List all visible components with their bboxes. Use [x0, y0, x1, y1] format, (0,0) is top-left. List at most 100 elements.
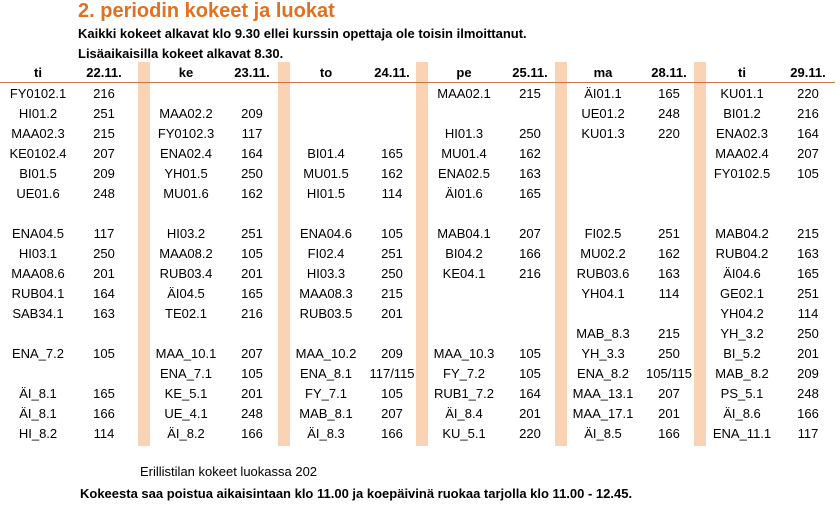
course-code: GE02.1 [719, 286, 765, 301]
room-number: 251 [241, 226, 263, 241]
room-number: 250 [93, 246, 115, 261]
course-code: MAA02.1 [437, 86, 491, 101]
room-number: 162 [658, 246, 680, 261]
room-number: 207 [797, 146, 819, 161]
course-code: MAA_10.1 [155, 346, 217, 361]
room-number: 201 [241, 266, 263, 281]
course-code: ÄI04.5 [167, 286, 205, 301]
page-title: 2. periodin kokeet ja luokat [78, 0, 335, 22]
room-number: 165 [658, 86, 680, 101]
course-code: YH04.2 [720, 306, 764, 321]
course-code: RUB04.1 [11, 286, 65, 301]
room-number: 166 [93, 406, 115, 421]
course-code: MAA_10.2 [295, 346, 357, 361]
room-number: 165 [93, 386, 115, 401]
header-divider [0, 82, 835, 83]
course-code: BI01.2 [723, 106, 761, 121]
room-number: 215 [381, 286, 403, 301]
room-number: 166 [241, 426, 263, 441]
course-code: ÄI_8.3 [307, 426, 345, 441]
course-code: HI03.1 [18, 246, 58, 261]
room-number: 165 [797, 266, 819, 281]
course-code: KU01.3 [581, 126, 625, 141]
room-number: 164 [519, 386, 541, 401]
course-code: SAB34.1 [12, 306, 64, 321]
day-header: to [319, 65, 333, 80]
course-code: ÄI_8.6 [723, 406, 761, 421]
course-code: FY0102.3 [157, 126, 215, 141]
course-code: HI_8.2 [18, 426, 58, 441]
room-number: 166 [797, 406, 819, 421]
room-number: 216 [519, 266, 541, 281]
room-number: 105 [519, 366, 541, 381]
course-code: MAB04.1 [437, 226, 491, 241]
day-header: ke [178, 65, 194, 80]
course-code: MAA_10.3 [433, 346, 495, 361]
course-code: MAB_8.1 [299, 406, 353, 421]
room-number: 220 [519, 426, 541, 441]
room-number: 250 [797, 326, 819, 341]
room-number: 164 [93, 286, 115, 301]
room-number: 114 [658, 286, 680, 301]
course-code: RUB1_7.2 [434, 386, 494, 401]
day-separator [416, 62, 428, 446]
course-code: UE_4.1 [164, 406, 208, 421]
room-number: 209 [381, 346, 403, 361]
room-number: 165 [241, 286, 263, 301]
day-separator [278, 62, 290, 446]
day-separator [555, 62, 567, 446]
room-number: 248 [93, 186, 115, 201]
course-code: MU02.2 [580, 246, 626, 261]
course-code: MAA08.2 [159, 246, 213, 261]
course-code: ÄI04.6 [723, 266, 761, 281]
room-number: 216 [93, 86, 115, 101]
course-code: MAA08.3 [299, 286, 353, 301]
course-code: UE01.2 [581, 106, 625, 121]
room-number: 163 [658, 266, 680, 281]
course-code: ENA02.3 [715, 126, 769, 141]
room-number: 215 [93, 126, 115, 141]
room-number: 216 [797, 106, 819, 121]
room-number: 105 [241, 366, 263, 381]
course-code: KU01.1 [720, 86, 764, 101]
room-number: 251 [93, 106, 115, 121]
course-code: HI01.3 [444, 126, 484, 141]
course-code: RUB03.6 [576, 266, 630, 281]
course-code: MAB_8.3 [576, 326, 630, 341]
course-code: FY0102.5 [713, 166, 771, 181]
course-code: PS_5.1 [720, 386, 764, 401]
room-number: 105 [241, 246, 263, 261]
separate-room-note: Erillistilan kokeet luokassa 202 [140, 464, 318, 479]
room-number: 201 [381, 306, 403, 321]
course-code: ÄI_8.2 [167, 426, 205, 441]
course-code: ÄI01.1 [584, 86, 622, 101]
room-number: 105 [519, 346, 541, 361]
course-code: ÄI01.6 [445, 186, 483, 201]
course-code: MU01.4 [441, 146, 487, 161]
room-number: 162 [519, 146, 541, 161]
course-code: RUB03.4 [159, 266, 213, 281]
room-number: 207 [93, 146, 115, 161]
room-number: 251 [381, 246, 403, 261]
course-code: FI02.5 [584, 226, 622, 241]
room-number: 166 [519, 246, 541, 261]
course-code: HI03.2 [166, 226, 206, 241]
room-number: 117 [797, 426, 819, 441]
room-number: 250 [519, 126, 541, 141]
course-code: HI01.5 [306, 186, 346, 201]
room-number: 165 [519, 186, 541, 201]
course-code: BI04.2 [445, 246, 483, 261]
date-header: 24.11. [374, 65, 410, 80]
course-code: ENA04.5 [11, 226, 65, 241]
room-number: 207 [241, 346, 263, 361]
room-number: 248 [658, 106, 680, 121]
room-number: 220 [797, 86, 819, 101]
day-header: ma [593, 65, 613, 80]
room-number: 165 [381, 146, 403, 161]
date-header: 28.11. [651, 65, 687, 80]
room-number: 162 [381, 166, 403, 181]
room-number: 201 [797, 346, 819, 361]
course-code: KU_5.1 [442, 426, 486, 441]
course-code: ÄI_8.1 [19, 406, 57, 421]
